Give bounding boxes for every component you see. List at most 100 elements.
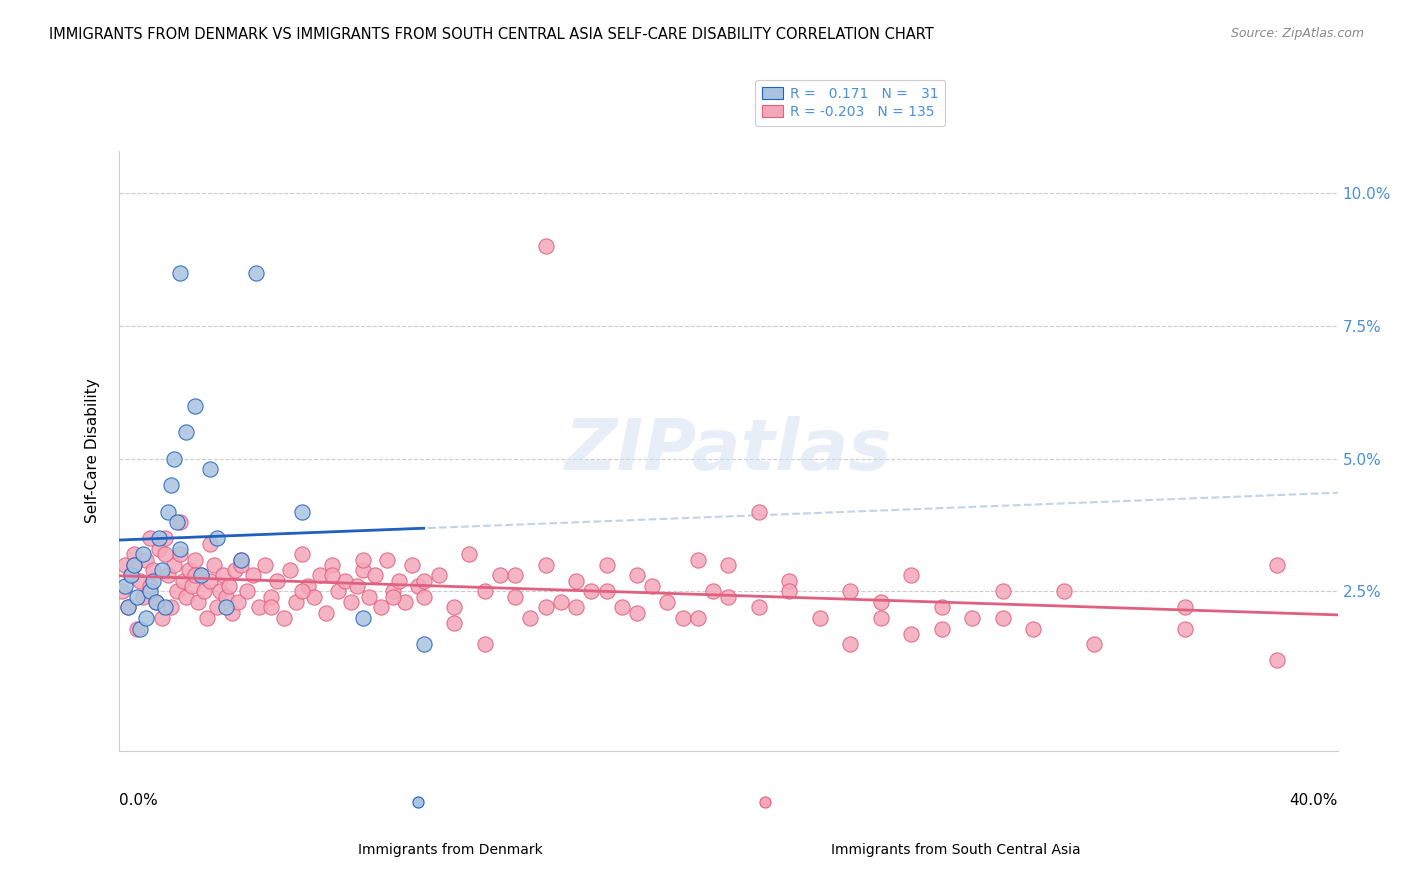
Point xyxy=(135,611,157,625)
Point xyxy=(291,584,314,599)
Point xyxy=(565,574,588,588)
Point xyxy=(129,574,152,588)
Point xyxy=(117,600,139,615)
Point xyxy=(534,239,557,253)
Point xyxy=(224,563,246,577)
Point xyxy=(550,595,572,609)
Point xyxy=(900,627,922,641)
Point xyxy=(138,579,160,593)
Point xyxy=(412,590,434,604)
Point xyxy=(748,505,770,519)
Point xyxy=(205,600,228,615)
Point xyxy=(229,552,252,566)
Point xyxy=(302,590,325,604)
Point xyxy=(236,584,259,599)
Point xyxy=(778,574,800,588)
Point xyxy=(273,611,295,625)
Point xyxy=(184,399,207,413)
Point xyxy=(124,558,146,572)
Point xyxy=(657,595,679,609)
Point xyxy=(179,563,201,577)
Point xyxy=(1022,622,1045,636)
Point xyxy=(931,622,953,636)
Point xyxy=(869,595,891,609)
Point xyxy=(127,622,149,636)
Point xyxy=(808,611,831,625)
Point xyxy=(309,568,332,582)
Point xyxy=(321,558,343,572)
Point xyxy=(595,584,617,599)
Point xyxy=(260,590,283,604)
Point xyxy=(193,584,215,599)
Point xyxy=(129,622,152,636)
Point xyxy=(174,425,197,439)
Point xyxy=(260,600,283,615)
Point xyxy=(412,574,434,588)
Point xyxy=(839,638,862,652)
Point xyxy=(406,579,429,593)
Point xyxy=(187,595,209,609)
Point xyxy=(991,611,1014,625)
Point xyxy=(370,600,392,615)
Point xyxy=(346,579,368,593)
Point xyxy=(401,558,423,572)
Point xyxy=(672,611,695,625)
Point xyxy=(357,590,380,604)
Point xyxy=(328,584,350,599)
Point xyxy=(163,558,186,572)
Point xyxy=(160,478,183,492)
Point xyxy=(184,552,207,566)
Point xyxy=(127,590,149,604)
Point xyxy=(132,547,155,561)
Point xyxy=(519,611,541,625)
Point xyxy=(190,568,212,582)
Point xyxy=(242,568,264,582)
Point xyxy=(382,590,405,604)
Point xyxy=(150,563,173,577)
Point xyxy=(717,558,740,572)
Point xyxy=(375,552,398,566)
Point xyxy=(291,505,314,519)
Point xyxy=(200,462,222,476)
Point xyxy=(869,611,891,625)
Point xyxy=(595,558,617,572)
Point xyxy=(1052,584,1074,599)
Point xyxy=(208,584,231,599)
Point xyxy=(229,552,252,566)
Point xyxy=(291,547,314,561)
Point xyxy=(960,611,983,625)
Text: Immigrants from Denmark: Immigrants from Denmark xyxy=(357,843,543,857)
Point xyxy=(221,606,243,620)
Point xyxy=(124,558,146,572)
Point xyxy=(142,563,165,577)
Point xyxy=(534,558,557,572)
Point xyxy=(169,541,191,556)
Text: Source: ZipAtlas.com: Source: ZipAtlas.com xyxy=(1230,27,1364,40)
Point xyxy=(931,600,953,615)
Point xyxy=(114,579,136,593)
Point xyxy=(382,584,405,599)
Point xyxy=(333,574,356,588)
Point xyxy=(352,552,374,566)
Point xyxy=(778,584,800,599)
Point xyxy=(503,568,526,582)
Point xyxy=(503,590,526,604)
Point xyxy=(489,568,512,582)
Point xyxy=(339,595,361,609)
Point xyxy=(458,547,481,561)
Point xyxy=(1083,638,1105,652)
Point xyxy=(352,563,374,577)
Point xyxy=(163,451,186,466)
Point xyxy=(394,595,416,609)
Text: 40.0%: 40.0% xyxy=(1289,793,1337,808)
Text: 0.0%: 0.0% xyxy=(120,793,157,808)
Legend: R =   0.171   N =   31, R = -0.203   N = 135: R = 0.171 N = 31, R = -0.203 N = 135 xyxy=(755,80,945,126)
Point xyxy=(686,552,709,566)
Point xyxy=(202,558,225,572)
Point xyxy=(717,590,740,604)
Point xyxy=(686,611,709,625)
Point xyxy=(581,584,603,599)
Point xyxy=(900,568,922,582)
Point xyxy=(181,579,204,593)
Point xyxy=(169,516,191,530)
